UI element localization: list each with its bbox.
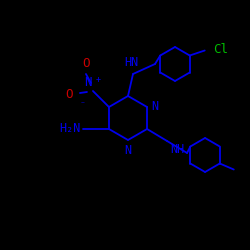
Text: Cl: Cl bbox=[213, 43, 228, 56]
Text: ⁻: ⁻ bbox=[80, 100, 86, 110]
Text: N: N bbox=[151, 100, 158, 112]
Text: +: + bbox=[96, 75, 101, 84]
Text: N: N bbox=[124, 144, 132, 157]
Text: HN: HN bbox=[124, 56, 138, 69]
Text: NH: NH bbox=[170, 143, 184, 156]
Text: O: O bbox=[82, 57, 90, 70]
Text: N: N bbox=[84, 76, 92, 89]
Text: H₂N: H₂N bbox=[60, 122, 81, 136]
Text: O: O bbox=[66, 88, 73, 102]
